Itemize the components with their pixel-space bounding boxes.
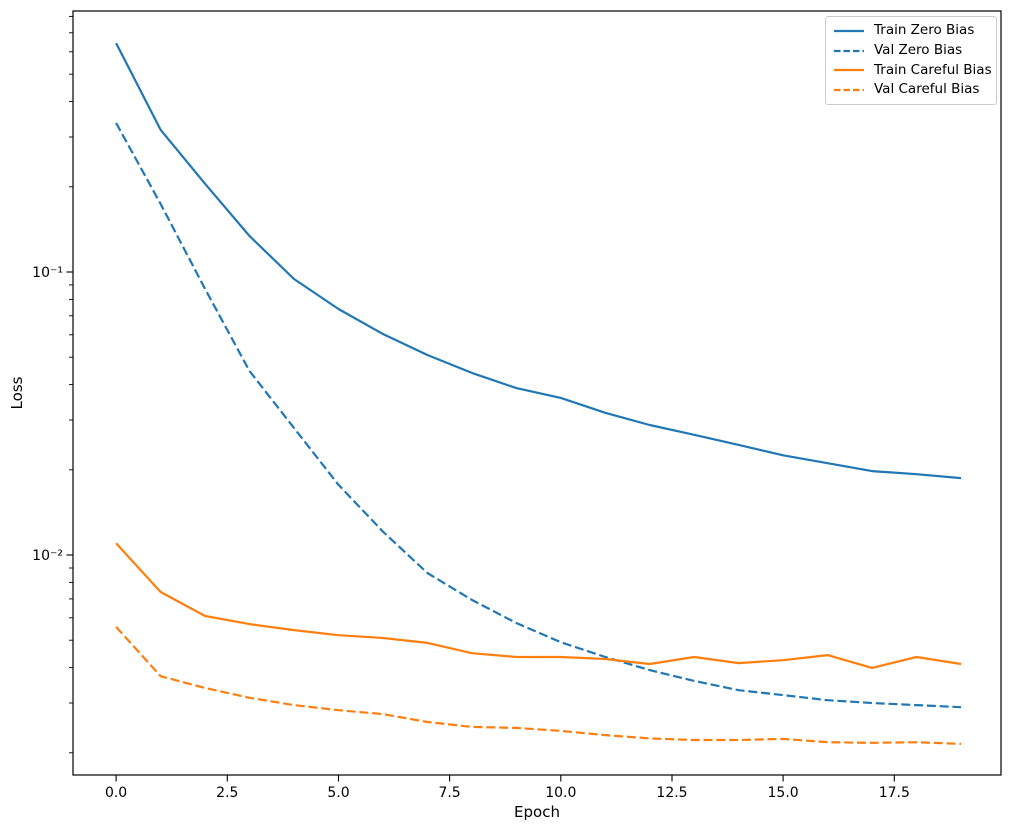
series-line-val-careful-bias [115,626,962,745]
x-tick-label: 7.5 [438,785,460,801]
dashed-line-icon [834,49,864,52]
series-line-val-zero-bias [115,122,962,709]
x-tick-label: 17.5 [879,785,910,801]
plot-border [72,10,1002,776]
plot-area: 10⁻¹ 10⁻² 0.0 2.5 5.0 7.5 10.0 12.5 15.0 17.5 [32,10,1002,801]
legend-label: Val Careful Bias [874,81,980,98]
legend-item-train-zero-bias: Train Zero Bias [834,21,990,40]
series-line-train-careful-bias [115,542,962,670]
legend-item-val-zero-bias: Val Zero Bias [834,41,990,60]
solid-line-icon [834,69,864,72]
legend-item-train-careful-bias: Train Careful Bias [834,61,992,80]
y-tick-label: 10⁻¹ [32,265,63,281]
y-tick-label: 10⁻² [32,548,63,564]
x-tick-label: 5.0 [327,785,349,801]
legend-label: Train Careful Bias [874,61,992,78]
dashed-line-icon [834,89,864,92]
series-line-train-zero-bias [115,42,962,480]
x-tick-label: 12.5 [656,785,687,801]
x-axis-label: Epoch [514,803,560,821]
y-axis-label: Loss [8,376,26,409]
legend-item-val-careful-bias: Val Careful Bias [834,81,990,100]
solid-line-icon [834,29,864,32]
x-tick-label: 2.5 [216,785,238,801]
legend: Train Zero Bias Val Zero Bias Train Care… [825,16,997,105]
legend-label: Val Zero Bias [874,41,963,58]
legend-label: Train Zero Bias [874,22,975,39]
x-tick-label: 0.0 [105,785,127,801]
x-tick-label: 10.0 [545,785,576,801]
x-tick-label: 15.0 [768,785,799,801]
